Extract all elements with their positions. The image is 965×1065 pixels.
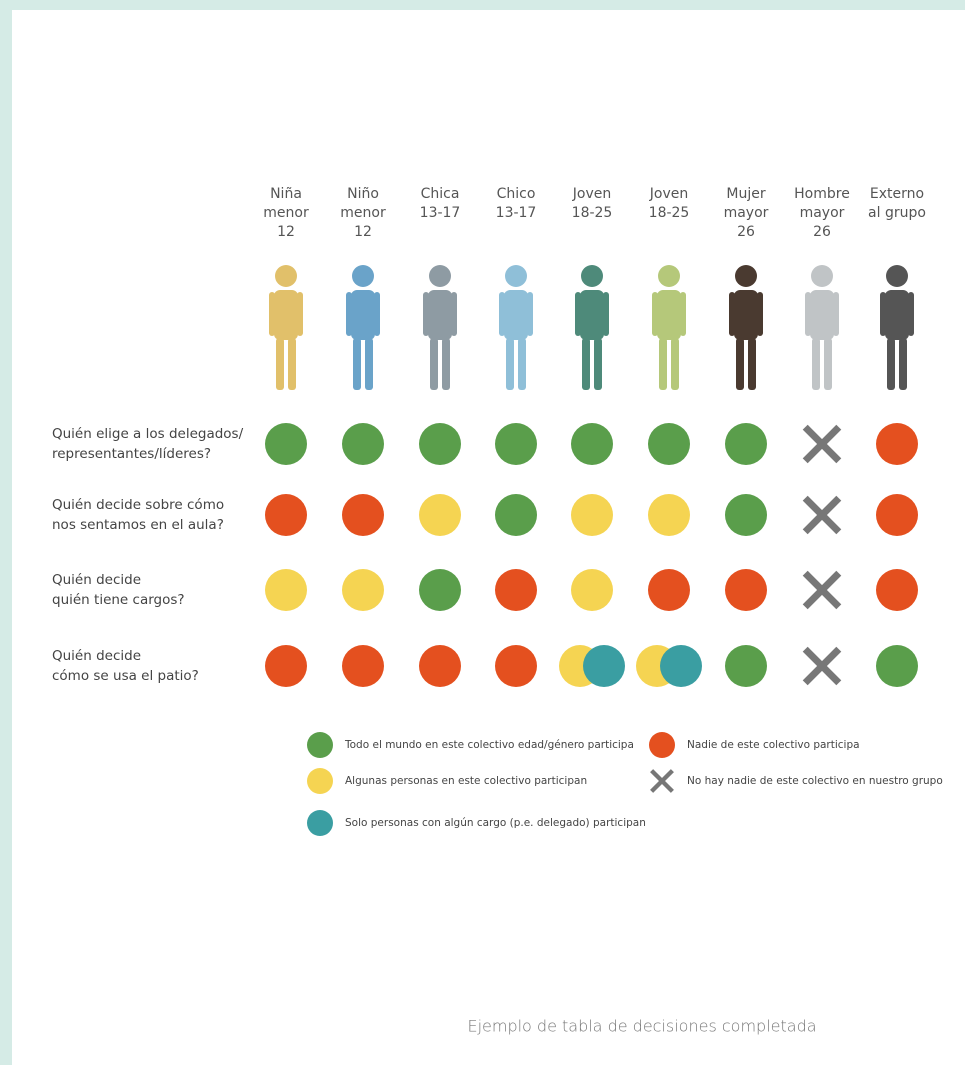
dot bbox=[307, 732, 333, 758]
dot bbox=[419, 569, 461, 611]
column-label: mayor bbox=[724, 205, 769, 221]
dot bbox=[265, 423, 307, 465]
dot bbox=[495, 494, 537, 536]
dot bbox=[571, 494, 613, 536]
question: Quién decide sobre cómo bbox=[52, 497, 224, 513]
column-label: 26 bbox=[813, 224, 831, 240]
dot bbox=[342, 423, 384, 465]
column-label: 18-25 bbox=[572, 205, 613, 221]
column-label: 12 bbox=[354, 224, 372, 240]
panel bbox=[12, 10, 965, 1065]
column-label: Chico bbox=[497, 186, 536, 202]
legend-label: Solo personas con algún cargo (p.e. dele… bbox=[345, 817, 646, 829]
dot bbox=[660, 645, 702, 687]
dot bbox=[265, 494, 307, 536]
cross bbox=[650, 769, 674, 793]
dot bbox=[571, 569, 613, 611]
dot bbox=[876, 645, 918, 687]
question: Quién decide bbox=[52, 648, 141, 664]
dot bbox=[649, 732, 675, 758]
column-label: Chica bbox=[421, 186, 460, 202]
column-label: al grupo bbox=[868, 205, 926, 221]
cross-stroke bbox=[802, 424, 842, 464]
dot bbox=[307, 810, 333, 836]
question: cómo se usa el patio? bbox=[52, 668, 199, 684]
column-label: 18-25 bbox=[649, 205, 690, 221]
cross bbox=[802, 570, 842, 610]
column-label: Hombre bbox=[794, 186, 850, 202]
dot bbox=[648, 569, 690, 611]
dot bbox=[419, 645, 461, 687]
dot bbox=[265, 645, 307, 687]
dot bbox=[265, 569, 307, 611]
column-label: mayor bbox=[800, 205, 845, 221]
dot bbox=[876, 494, 918, 536]
cross bbox=[802, 424, 842, 464]
cross-stroke bbox=[650, 769, 674, 793]
dot bbox=[876, 569, 918, 611]
dot bbox=[725, 569, 767, 611]
cross-stroke bbox=[802, 570, 842, 610]
column-label: Joven bbox=[649, 186, 688, 202]
column-label: menor bbox=[263, 205, 309, 221]
legend-label: No hay nadie de este colectivo en nuestr… bbox=[687, 775, 943, 787]
column-label: Niña bbox=[270, 186, 302, 202]
cross bbox=[802, 495, 842, 535]
column-label: 26 bbox=[737, 224, 755, 240]
dot bbox=[725, 494, 767, 536]
column-label: Joven bbox=[572, 186, 611, 202]
column-label: Niño bbox=[347, 186, 379, 202]
dot bbox=[725, 645, 767, 687]
dot bbox=[495, 423, 537, 465]
cross bbox=[802, 646, 842, 686]
dot bbox=[725, 423, 767, 465]
question: representantes/líderes? bbox=[52, 446, 211, 462]
legend-label: Todo el mundo en este colectivo edad/gén… bbox=[344, 739, 634, 751]
cross-stroke bbox=[802, 495, 842, 535]
legend-label: Algunas personas en este colectivo parti… bbox=[345, 775, 587, 787]
column-label: Externo bbox=[870, 186, 924, 202]
question: nos sentamos en el aula? bbox=[52, 517, 224, 533]
dot bbox=[571, 423, 613, 465]
caption: Ejemplo de tabla de decisiones completad… bbox=[467, 1017, 816, 1036]
dot bbox=[583, 645, 625, 687]
column-label: 13-17 bbox=[420, 205, 461, 221]
column-label: Mujer bbox=[726, 186, 765, 202]
dot bbox=[648, 494, 690, 536]
dot bbox=[495, 569, 537, 611]
legend-label: Nadie de este colectivo participa bbox=[687, 739, 860, 751]
dot bbox=[342, 569, 384, 611]
question: Quién decide bbox=[52, 572, 141, 588]
dot bbox=[648, 423, 690, 465]
column-label: 13-17 bbox=[496, 205, 537, 221]
question: quién tiene cargos? bbox=[52, 592, 185, 608]
dot bbox=[307, 768, 333, 794]
dot bbox=[419, 494, 461, 536]
column-label: menor bbox=[340, 205, 386, 221]
dot bbox=[876, 423, 918, 465]
dot bbox=[342, 645, 384, 687]
dot bbox=[495, 645, 537, 687]
dot bbox=[419, 423, 461, 465]
dot bbox=[342, 494, 384, 536]
cross-stroke bbox=[802, 646, 842, 686]
column-label: 12 bbox=[277, 224, 295, 240]
question: Quién elige a los delegados/ bbox=[52, 426, 244, 442]
